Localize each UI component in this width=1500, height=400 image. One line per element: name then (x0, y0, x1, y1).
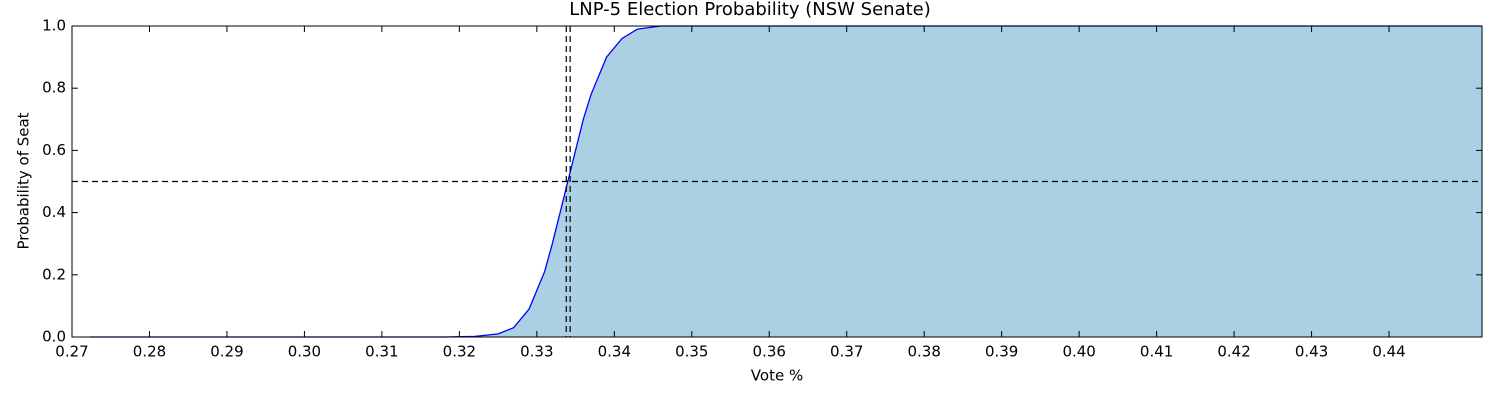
x-tick-label: 0.34 (598, 343, 631, 361)
plot-frame (71, 25, 1483, 338)
x-tick-label: 0.41 (1140, 343, 1173, 361)
x-tick-label: 0.40 (1062, 343, 1095, 361)
x-tick-label: 0.39 (985, 343, 1018, 361)
x-tick-label: 0.36 (753, 343, 786, 361)
x-tick-label: 0.44 (1372, 343, 1405, 361)
x-tick-label: 0.38 (907, 343, 940, 361)
x-axis-label: Vote % (751, 367, 803, 385)
y-axis-label: Probability of Seat (15, 112, 33, 249)
line (89, 25, 1482, 338)
x-tick-label: 0.43 (1295, 343, 1328, 361)
chart-title: LNP-5 Election Probability (NSW Senate) (569, 0, 931, 20)
x-tick-label: 0.37 (830, 343, 863, 361)
x-tick-label: 0.33 (520, 343, 553, 361)
y-tick-label: 0.0 (42, 328, 66, 346)
x-tick-label: 0.30 (288, 343, 321, 361)
x-tick-label: 0.27 (55, 343, 88, 361)
x-tick-label: 0.35 (675, 343, 708, 361)
y-tick-label: 0.2 (42, 265, 66, 283)
x-tick-label: 0.42 (1217, 343, 1250, 361)
y-tick-label: 0.4 (42, 203, 66, 221)
y-tick-label: 0.6 (42, 141, 66, 159)
x-tick-label: 0.28 (133, 343, 166, 361)
y-tick-label: 1.0 (42, 17, 66, 35)
x-tick-label: 0.31 (365, 343, 398, 361)
x-tick-label: 0.32 (443, 343, 476, 361)
y-tick-label: 0.8 (42, 79, 66, 97)
x-tick-label: 0.29 (210, 343, 243, 361)
